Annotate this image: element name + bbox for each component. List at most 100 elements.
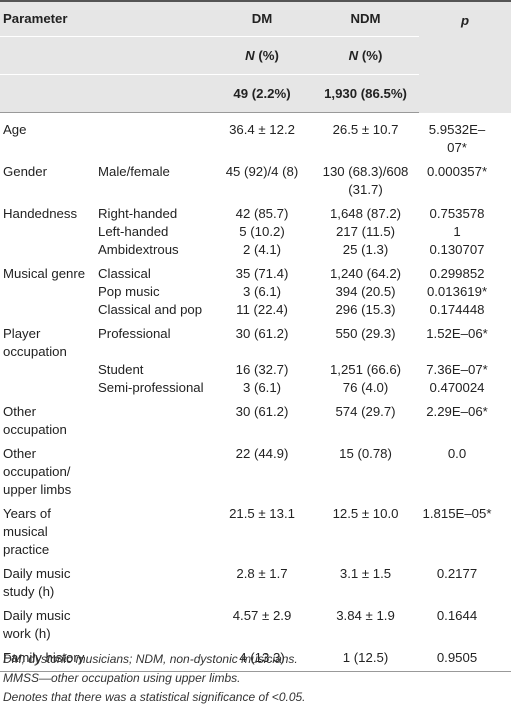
table-row: Musical genre Classical 35 (71.4) 1,240 (64… (0, 259, 511, 283)
table-row: Handedness Right-handed 42 (85.7) 1,648 (87… (0, 199, 511, 223)
row-parameter: Player occupation (3, 326, 67, 359)
footnote-significance: Denotes that there was a statistical sig… (3, 690, 306, 704)
row-ndm-value: 1,648 (87.2) (329, 206, 402, 221)
row-dm-value: 30 (61.2) (235, 326, 289, 341)
table-row: Left-handed 5 (10.2) 217 (11.5) 1 (0, 223, 511, 241)
table-row: Family history 4 (13.3) 1 (12.5) 0.9505 (0, 643, 511, 672)
row-dm-value: 42 (85.7) (235, 206, 289, 221)
row-subcategory: Student (98, 362, 144, 377)
row-parameter (0, 379, 92, 397)
row-subcategory: Right-handed (98, 206, 178, 221)
row-ndm-value: 76 (4.0) (342, 380, 389, 395)
row-subcategory: Semi-professional (98, 380, 204, 395)
row-parameter: Handedness (3, 206, 78, 221)
header-dm: DM (212, 0, 313, 37)
table-row: Pop music 3 (6.1) 394 (20.5) 0.013619* (0, 283, 511, 301)
row-p-value: 0.0 (447, 446, 467, 461)
table-body: Age 36.4 ± 12.2 26.5 ± 10.7 5.9532E–07* Gend… (0, 113, 511, 672)
table-row: Daily music work (h) 4.57 ± 2.9 3.84 ± 1.9… (0, 601, 511, 643)
footnote-abbrev: DM, dystonic musicians; NDM, non-dystoni… (3, 652, 298, 666)
header-blank (0, 36, 213, 75)
row-ndm-value: 130 (68.3)/608 (31.7) (322, 164, 409, 197)
footnote-mmss: MMSS—other occupation using upper limbs. (3, 671, 241, 685)
table-row: Player occupation Professional 30 (61.2) 55… (0, 319, 511, 361)
row-subcategory: Ambidextrous (98, 242, 179, 257)
row-parameter: Other occupation (3, 404, 67, 437)
header-blank-2 (0, 74, 213, 113)
row-subcategory (92, 439, 212, 499)
row-parameter: Years of musical practice (3, 506, 51, 557)
row-dm-value: 2.8 ± 1.7 (236, 566, 288, 581)
row-parameter: Family history (0, 643, 92, 672)
table-row: Student 16 (32.7) 1,251 (66.6) 7.36E–07* (0, 361, 511, 379)
row-dm-value: 16 (32.7) (235, 362, 289, 377)
row-subcategory (92, 397, 212, 439)
row-p-value: 0.299852 (429, 266, 485, 281)
row-p-value: 1.815E–05* (422, 506, 492, 521)
row-parameter: Musical genre (3, 266, 86, 281)
row-dm-value: 21.5 ± 13.1 (229, 506, 295, 521)
table-footnotes: DM, dystonic musicians; NDM, non-dystoni… (3, 650, 306, 707)
row-dm-value: 4.57 ± 2.9 (232, 608, 292, 623)
row-subcategory: Male/female (98, 164, 170, 179)
header-ndm: NDM (312, 0, 420, 37)
row-ndm-value: 394 (20.5) (335, 284, 396, 299)
row-p-value: 5.9532E–07* (428, 122, 486, 155)
row-subcategory: Left-handed (98, 224, 169, 239)
row-p-value: 0.130707 (429, 242, 485, 257)
row-ndm-value: 26.5 ± 10.7 (332, 122, 399, 137)
table-row: Ambidextrous 2 (4.1) 25 (1.3) 0.130707 (0, 241, 511, 259)
row-subcategory (92, 559, 212, 601)
header-dm-total: 49 (2.2%) (212, 74, 313, 113)
header-parameter: Parameter (0, 0, 213, 37)
row-dm-value: 22 (44.9) (235, 446, 289, 461)
row-ndm-value: 574 (29.7) (335, 404, 396, 419)
row-ndm-value: 217 (11.5) (335, 224, 396, 239)
row-p-value: 2.29E–06* (426, 404, 488, 419)
row-p-value: 0.174448 (429, 302, 485, 317)
row-parameter: Age (3, 122, 27, 137)
row-subcategory (92, 499, 212, 559)
row-subcategory (92, 643, 213, 672)
table-header: Parameter DM NDM p N (%) N (%) 49 (2.2%)… (0, 0, 511, 113)
row-subcategory: Classical (98, 266, 151, 281)
row-dm-value: 3 (6.1) (242, 284, 282, 299)
row-p-value: 0.013619* (426, 284, 488, 299)
row-subcategory: Pop music (98, 284, 160, 299)
row-p-value: 7.36E–07* (426, 362, 488, 377)
row-p-value: 0.9505 (419, 643, 511, 672)
header-ndm-n-pct: N (%) (312, 36, 420, 75)
row-parameter (0, 241, 92, 259)
table-row: Years of musical practice 21.5 ± 13.1 12.5… (0, 499, 511, 559)
row-parameter: Daily music study (h) (3, 566, 71, 599)
row-ndm-value: 1,251 (66.6) (329, 362, 402, 377)
header-ndm-total: 1,930 (86.5%) (312, 74, 420, 113)
table-row: Age 36.4 ± 12.2 26.5 ± 10.7 5.9532E–07* (0, 121, 511, 157)
row-p-value: 0.1644 (436, 608, 478, 623)
row-ndm-value: 12.5 ± 10.0 (332, 506, 399, 521)
table-row: Semi-professional 3 (6.1) 76 (4.0) 0.470024 (0, 379, 511, 397)
row-dm-value: 3 (6.1) (242, 380, 282, 395)
row-ndm-value: 3.84 ± 1.9 (336, 608, 395, 623)
row-p-value: 1.52E–06* (426, 326, 488, 341)
row-ndm-value: 3.1 ± 1.5 (339, 566, 392, 581)
table-row: Other occupation 30 (61.2) 574 (29.7) 2.29E… (0, 397, 511, 439)
table-row: Other occupation/ upper limbs 22 (44.9) 15… (0, 439, 511, 499)
row-dm-value: 45 (92)/4 (8) (225, 164, 299, 179)
row-subcategory (92, 601, 212, 643)
row-ndm-value: 296 (15.3) (335, 302, 396, 317)
row-parameter: Daily music work (h) (3, 608, 71, 641)
header-dm-n-pct: N (%) (212, 36, 313, 75)
row-parameter: Other occupation/ upper limbs (3, 446, 72, 497)
row-ndm-value: 25 (1.3) (342, 242, 389, 257)
table-row: Classical and pop 11 (22.4) 296 (15.3) 0.17… (0, 301, 511, 319)
row-parameter (0, 283, 92, 301)
row-dm-value: 5 (10.2) (239, 224, 285, 239)
row-dm-value: 11 (22.4) (236, 302, 288, 317)
row-dm-value: 30 (61.2) (235, 404, 289, 419)
row-dm-value: 35 (71.4) (235, 266, 289, 281)
row-parameter (0, 223, 92, 241)
row-subcategory: Classical and pop (98, 302, 203, 317)
header-p: p (419, 0, 511, 113)
